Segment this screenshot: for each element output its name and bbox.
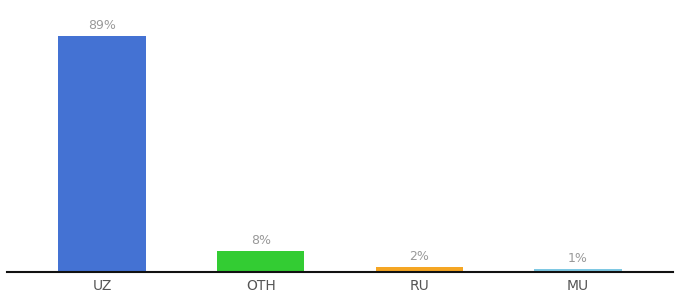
Text: 1%: 1%: [568, 253, 588, 266]
Bar: [217, 251, 305, 272]
Bar: [375, 267, 463, 272]
Text: 8%: 8%: [251, 234, 271, 247]
Text: 89%: 89%: [88, 19, 116, 32]
Bar: [534, 269, 622, 272]
Text: 2%: 2%: [409, 250, 429, 263]
Bar: [58, 36, 146, 272]
